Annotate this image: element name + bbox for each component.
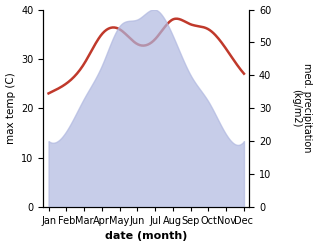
Y-axis label: med. precipitation
(kg/m2): med. precipitation (kg/m2) (291, 63, 313, 153)
Y-axis label: max temp (C): max temp (C) (5, 72, 16, 144)
X-axis label: date (month): date (month) (105, 231, 187, 242)
